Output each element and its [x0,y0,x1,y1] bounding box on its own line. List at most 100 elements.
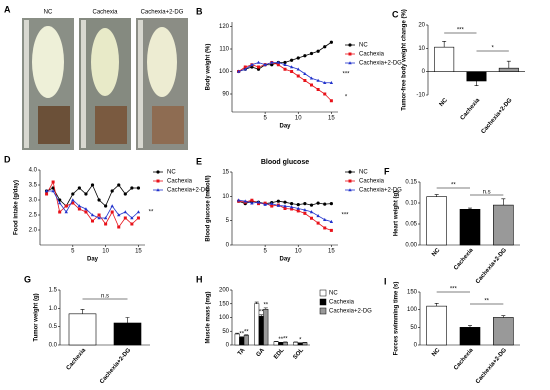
marker [296,67,300,71]
legend-label: Cachexia [359,179,385,185]
marker [57,201,62,205]
bar [459,327,481,346]
marker [243,199,247,203]
marker [276,203,281,207]
legend-marker [348,61,352,65]
marker [110,210,114,214]
photo-label: Cachexia+2-DG [141,10,184,16]
marker [290,207,294,211]
bar [493,317,514,346]
marker [290,202,294,206]
legend-marker [348,43,352,47]
panel-letter: E [196,156,202,166]
marker [309,210,314,214]
error-bar [80,309,85,314]
x-tick-label: 15 [135,249,142,255]
marker [64,204,68,208]
panel-letter: C [392,9,399,19]
marker [136,216,140,220]
y-tick-label: 15 [222,170,229,176]
annotation: ** [149,210,154,216]
ruler [138,20,143,148]
rat [32,26,64,98]
marker [316,49,320,53]
marker [256,60,261,64]
marker [123,210,128,214]
marker [270,204,274,208]
bar [493,204,514,246]
y-axis-label: Heart weight (g) [394,191,400,236]
bar [113,322,142,346]
x-axis-label: Day [279,257,291,263]
bar [302,342,308,346]
marker [316,201,320,205]
error-bar [239,336,244,338]
marker [104,204,108,208]
marker [283,67,287,71]
marker [71,192,75,196]
marker [323,202,327,206]
legend-label: Cachexia+2-DG [167,188,210,194]
annotation: ** [283,337,288,343]
y-axis-label: Body weight (%) [206,44,212,91]
marker [316,221,320,225]
marker [276,199,280,203]
annotation: ** [259,309,264,315]
tumor-photo [152,106,184,144]
x-tick-label: Cachexia [453,347,475,372]
y-tick-label: 3.0 [29,198,38,204]
legend-label: NC [359,43,368,49]
bar [426,305,447,346]
legend-marker [156,188,160,192]
legend-swatch [319,289,327,297]
marker [236,69,241,73]
bar [263,309,269,346]
panel-letter: A [4,4,11,14]
legend-label: NC [359,170,368,176]
annotation: *** [457,28,465,34]
marker [323,45,327,49]
marker [84,210,88,214]
marker [323,226,327,230]
marker [303,208,307,212]
y-tick-label: 0.05 [405,222,417,228]
y-tick-label: 50 [222,329,229,335]
x-tick-label: 5 [71,249,75,255]
x-tick-label: SOL [292,347,305,361]
marker [71,201,75,205]
annotation: ** [451,183,456,189]
marker [303,202,307,206]
marker [276,60,281,64]
marker [263,62,267,67]
marker [323,92,327,96]
marker [329,80,334,85]
chart-title: Blood glucose [261,159,309,166]
marker [316,214,320,218]
annotation: ** [239,331,244,337]
marker [97,198,101,202]
legend-label: Cachexia [359,52,385,58]
y-tick-label: 0 [226,343,230,349]
error-bar [474,81,479,86]
panel-letter: H [196,274,203,284]
error-bar [244,334,249,336]
bar [282,342,288,346]
panel-letter: B [196,6,203,16]
y-tick-label: 2.5 [29,213,38,219]
annotation: ** [244,329,249,335]
legend-swatch [319,307,327,315]
error-bar [442,41,447,48]
y-tick-label: 90 [222,92,229,98]
x-tick-label: 15 [328,249,335,255]
annotation: * [299,337,302,343]
y-axis-label: Blood glucose (mmol/l) [206,175,212,241]
panel-letter: D [4,154,11,164]
error-bar [235,332,240,334]
y-tick-label: 5 [226,218,230,224]
x-tick-label: NC [431,347,442,358]
marker [296,209,300,213]
x-tick-label: Cachexia+2-DG [99,347,132,385]
marker [283,204,287,208]
x-tick-label: 15 [328,116,335,122]
marker [290,70,294,73]
